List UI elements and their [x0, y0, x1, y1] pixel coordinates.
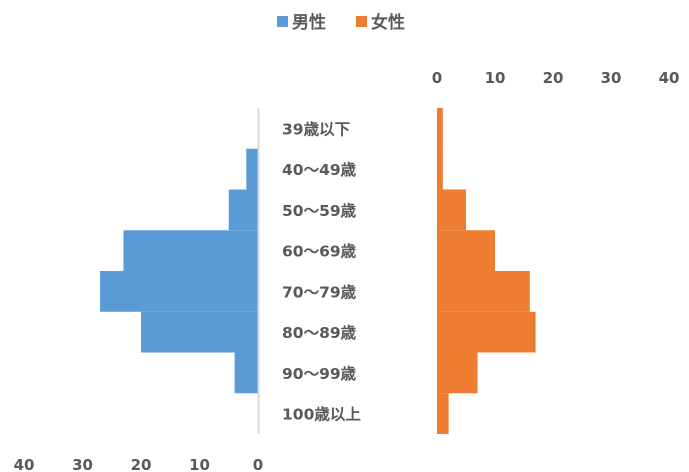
- category-label: 80〜89歳: [282, 323, 357, 342]
- female-bar: [437, 393, 449, 434]
- female-bar: [437, 311, 536, 353]
- male-axis-tick: 10: [189, 456, 210, 472]
- category-labels: 39歳以下 40〜49歳 50〜59歳 60〜69歳 70〜79歳 80〜89歳 90〜99…: [282, 119, 361, 423]
- category-label: 70〜79歳: [282, 282, 357, 301]
- male-axis-tick: 20: [131, 456, 152, 472]
- female-axis-tick: 20: [543, 69, 564, 87]
- category-label: 90〜99歳: [282, 364, 357, 383]
- female-axis-ticks: 0 10 20 30 40: [432, 69, 680, 87]
- female-bar: [437, 352, 478, 394]
- female-panel: [437, 108, 536, 434]
- female-axis-tick: 40: [659, 69, 680, 87]
- female-axis-tick: 10: [485, 69, 506, 87]
- female-bar: [437, 148, 443, 190]
- male-axis-tick: 30: [72, 456, 93, 472]
- category-label: 100歳以上: [282, 405, 361, 424]
- female-axis-tick: 0: [432, 69, 442, 87]
- female-bar: [437, 189, 466, 231]
- male-axis-tick: 0: [253, 456, 263, 472]
- male-bar: [246, 148, 258, 190]
- legend-swatch-female: [356, 16, 367, 27]
- legend-label-male: 男性: [292, 12, 326, 33]
- category-label: 40〜49歳: [282, 160, 357, 179]
- category-label: 50〜59歳: [282, 201, 357, 220]
- male-axis-tick: 40: [14, 456, 35, 472]
- female-bar: [437, 271, 530, 312]
- category-label: 60〜69歳: [282, 242, 357, 261]
- female-bar: [437, 230, 495, 271]
- legend-label-female: 女性: [371, 12, 405, 33]
- female-bar: [437, 108, 443, 149]
- legend-swatch-male: [277, 16, 288, 27]
- female-axis-tick: 30: [601, 69, 622, 87]
- male-bar: [234, 352, 258, 394]
- male-axis-ticks: 40 30 20 10 0: [14, 456, 264, 472]
- male-bar: [228, 189, 258, 231]
- male-bar: [141, 311, 258, 353]
- legend: 男性 女性: [277, 12, 405, 33]
- male-bar: [100, 271, 258, 312]
- male-panel: [100, 108, 260, 434]
- category-label: 39歳以下: [282, 119, 350, 138]
- male-bar: [123, 230, 258, 271]
